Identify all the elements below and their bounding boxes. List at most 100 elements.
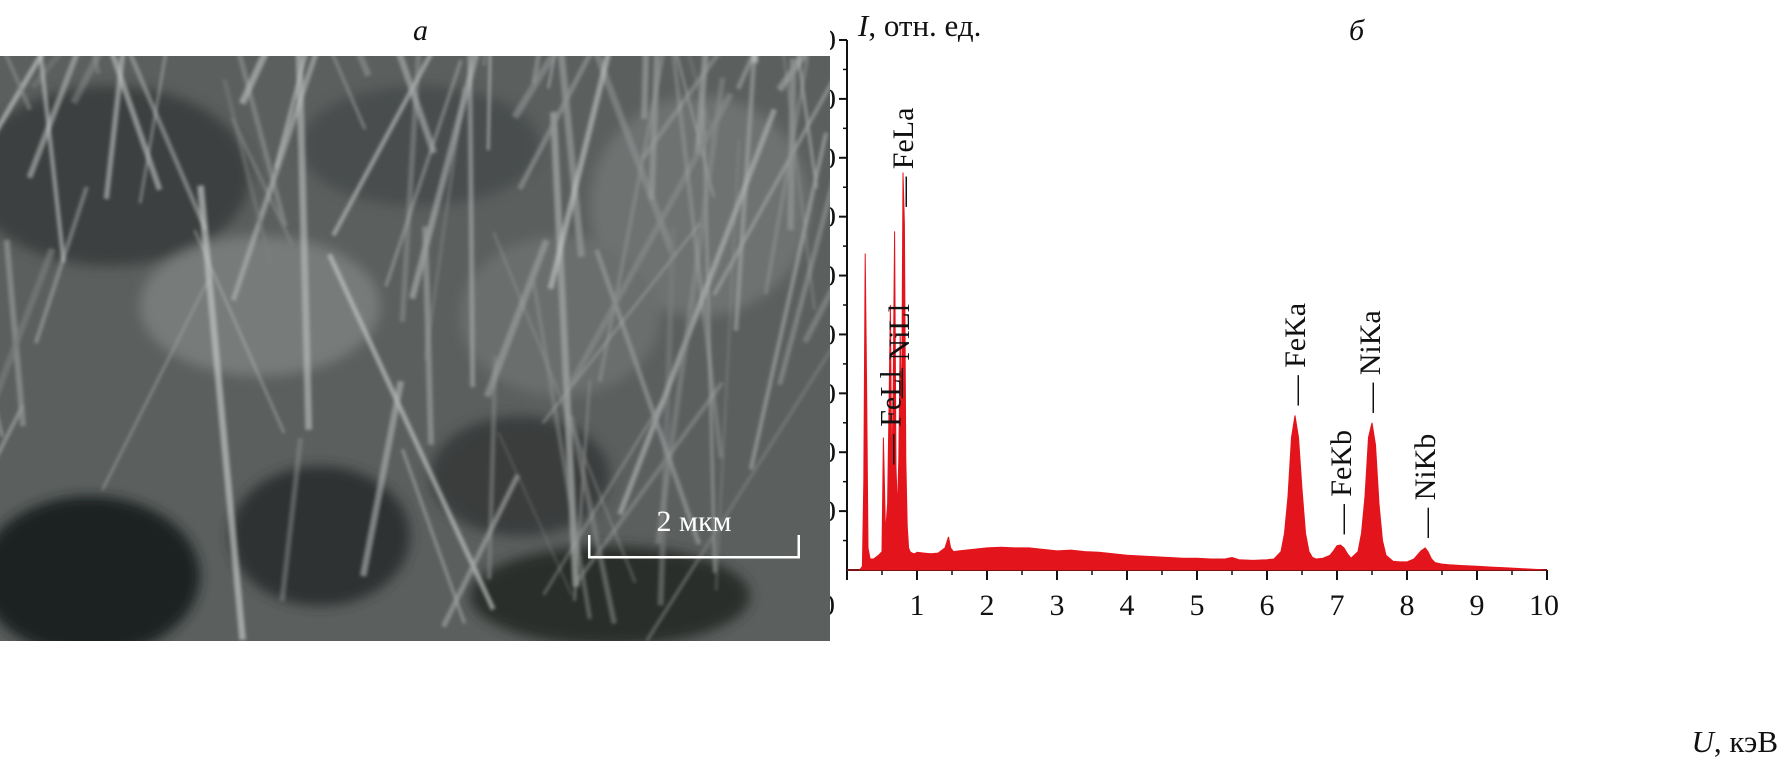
peak-label-text: — NiKa [1354,310,1387,413]
panel-b-label: б [1349,14,1365,47]
y-tick-label: 800 [830,495,836,528]
peak-label-nika: — NiKa [1354,310,1387,413]
fiber [327,253,496,611]
micrograph-fibers [0,56,830,641]
fiber [676,56,715,198]
fiber [486,56,492,151]
fiber [273,56,308,169]
fiber [568,415,617,624]
y-tick-label: 3200 [830,318,836,351]
sem-micrograph: 2 мкм [0,56,830,641]
x-tick-label: 9 [1470,589,1485,622]
fiber [671,56,724,458]
fiber [0,404,25,455]
x-tick-label: 1 [910,589,925,622]
peak-label-text: — NiLl [883,304,916,399]
x-axis-label: U, кэВ [1691,724,1778,759]
fiber [441,473,521,628]
fiber [26,56,79,179]
fiber [802,286,830,344]
fiber [694,56,709,155]
fiber [230,116,294,246]
fiber [331,56,433,237]
peak-label-feka: — FeKa [1279,303,1312,406]
x-axis-unit: , кэВ [1714,724,1778,759]
fiber [542,399,664,596]
fiber [101,279,210,491]
y-axis-unit: , отн. ед. [868,8,981,43]
fiber [396,56,437,154]
y-axis-symbol: I [857,8,870,43]
fiber [400,448,467,624]
edx-spectrum-chart: 800 1600 2400 3200 4000 4800 5600 6400 7200 0 1 2 3… [830,8,1778,759]
fiber [748,132,829,470]
fiber [511,56,557,120]
x-tick-label: 0 [830,589,835,622]
fiber [530,272,592,620]
fiber [796,56,818,189]
micrograph-background [0,86,810,641]
x-tick-label: 5 [1190,589,1205,622]
fiber [751,56,759,63]
peak-label-text: — FeKa [1279,303,1312,406]
fiber [222,78,273,265]
x-axis-symbol: U [1691,724,1716,759]
fiber [230,56,318,302]
fiber [110,56,163,191]
fiber [103,56,126,200]
fiber [541,222,702,424]
peak-label-fekb: — FeKb [1325,430,1358,535]
fiber [655,77,726,545]
fiber [38,56,66,263]
peak-label-text: — FeLa [887,108,920,208]
fiber [763,57,810,295]
y-tick-label: 4800 [830,201,836,234]
spectrum-area [847,172,1548,571]
x-tick-label: 10 [1529,589,1559,622]
fiber [617,108,777,516]
y-axis-label: I, отн. ед. [857,8,981,43]
peak-label-fell: — FeLl [874,370,907,465]
fiber [558,56,585,258]
y-tick-label: 6400 [830,83,836,116]
fiber [486,355,498,580]
fiber [712,81,830,296]
y-tick-label: 5600 [830,142,836,175]
scale-bar-label: 2 мкм [656,505,731,538]
fiber [3,239,27,427]
fiber [0,56,44,130]
fiber [0,247,56,395]
fiber [777,184,830,386]
panel-a-label: а [413,14,428,47]
fiber [138,56,167,204]
fiber [648,56,660,200]
x-tick-label: 7 [1330,589,1345,622]
fiber [422,226,434,445]
peak-label-nill: — NiLl [883,304,916,399]
fiber [568,92,734,386]
fiber [399,56,422,322]
y-tick-label: 4000 [830,260,836,293]
fiber [594,249,702,545]
fiber [384,59,463,287]
y-tick-label: 2400 [830,377,836,410]
fiber [657,227,677,606]
fiber [641,56,650,119]
fiber [197,185,246,641]
x-tick-label: 3 [1050,589,1065,622]
y-tick-label: 1600 [830,436,836,469]
x-tick-label: 4 [1120,589,1135,622]
fiber [295,56,313,430]
y-tick-label: 7200 [830,24,836,57]
fiber [128,56,208,231]
y-axis: 800 1600 2400 3200 4000 4800 5600 6400 7200 [830,24,848,570]
fiber [279,437,304,602]
fiber [733,56,757,331]
fiber [573,380,592,601]
fiber [4,56,32,111]
fiber [517,56,592,191]
fiber [687,56,712,127]
fiber [776,56,808,92]
fiber [645,348,830,641]
scale-bar: 2 мкм [588,505,800,559]
